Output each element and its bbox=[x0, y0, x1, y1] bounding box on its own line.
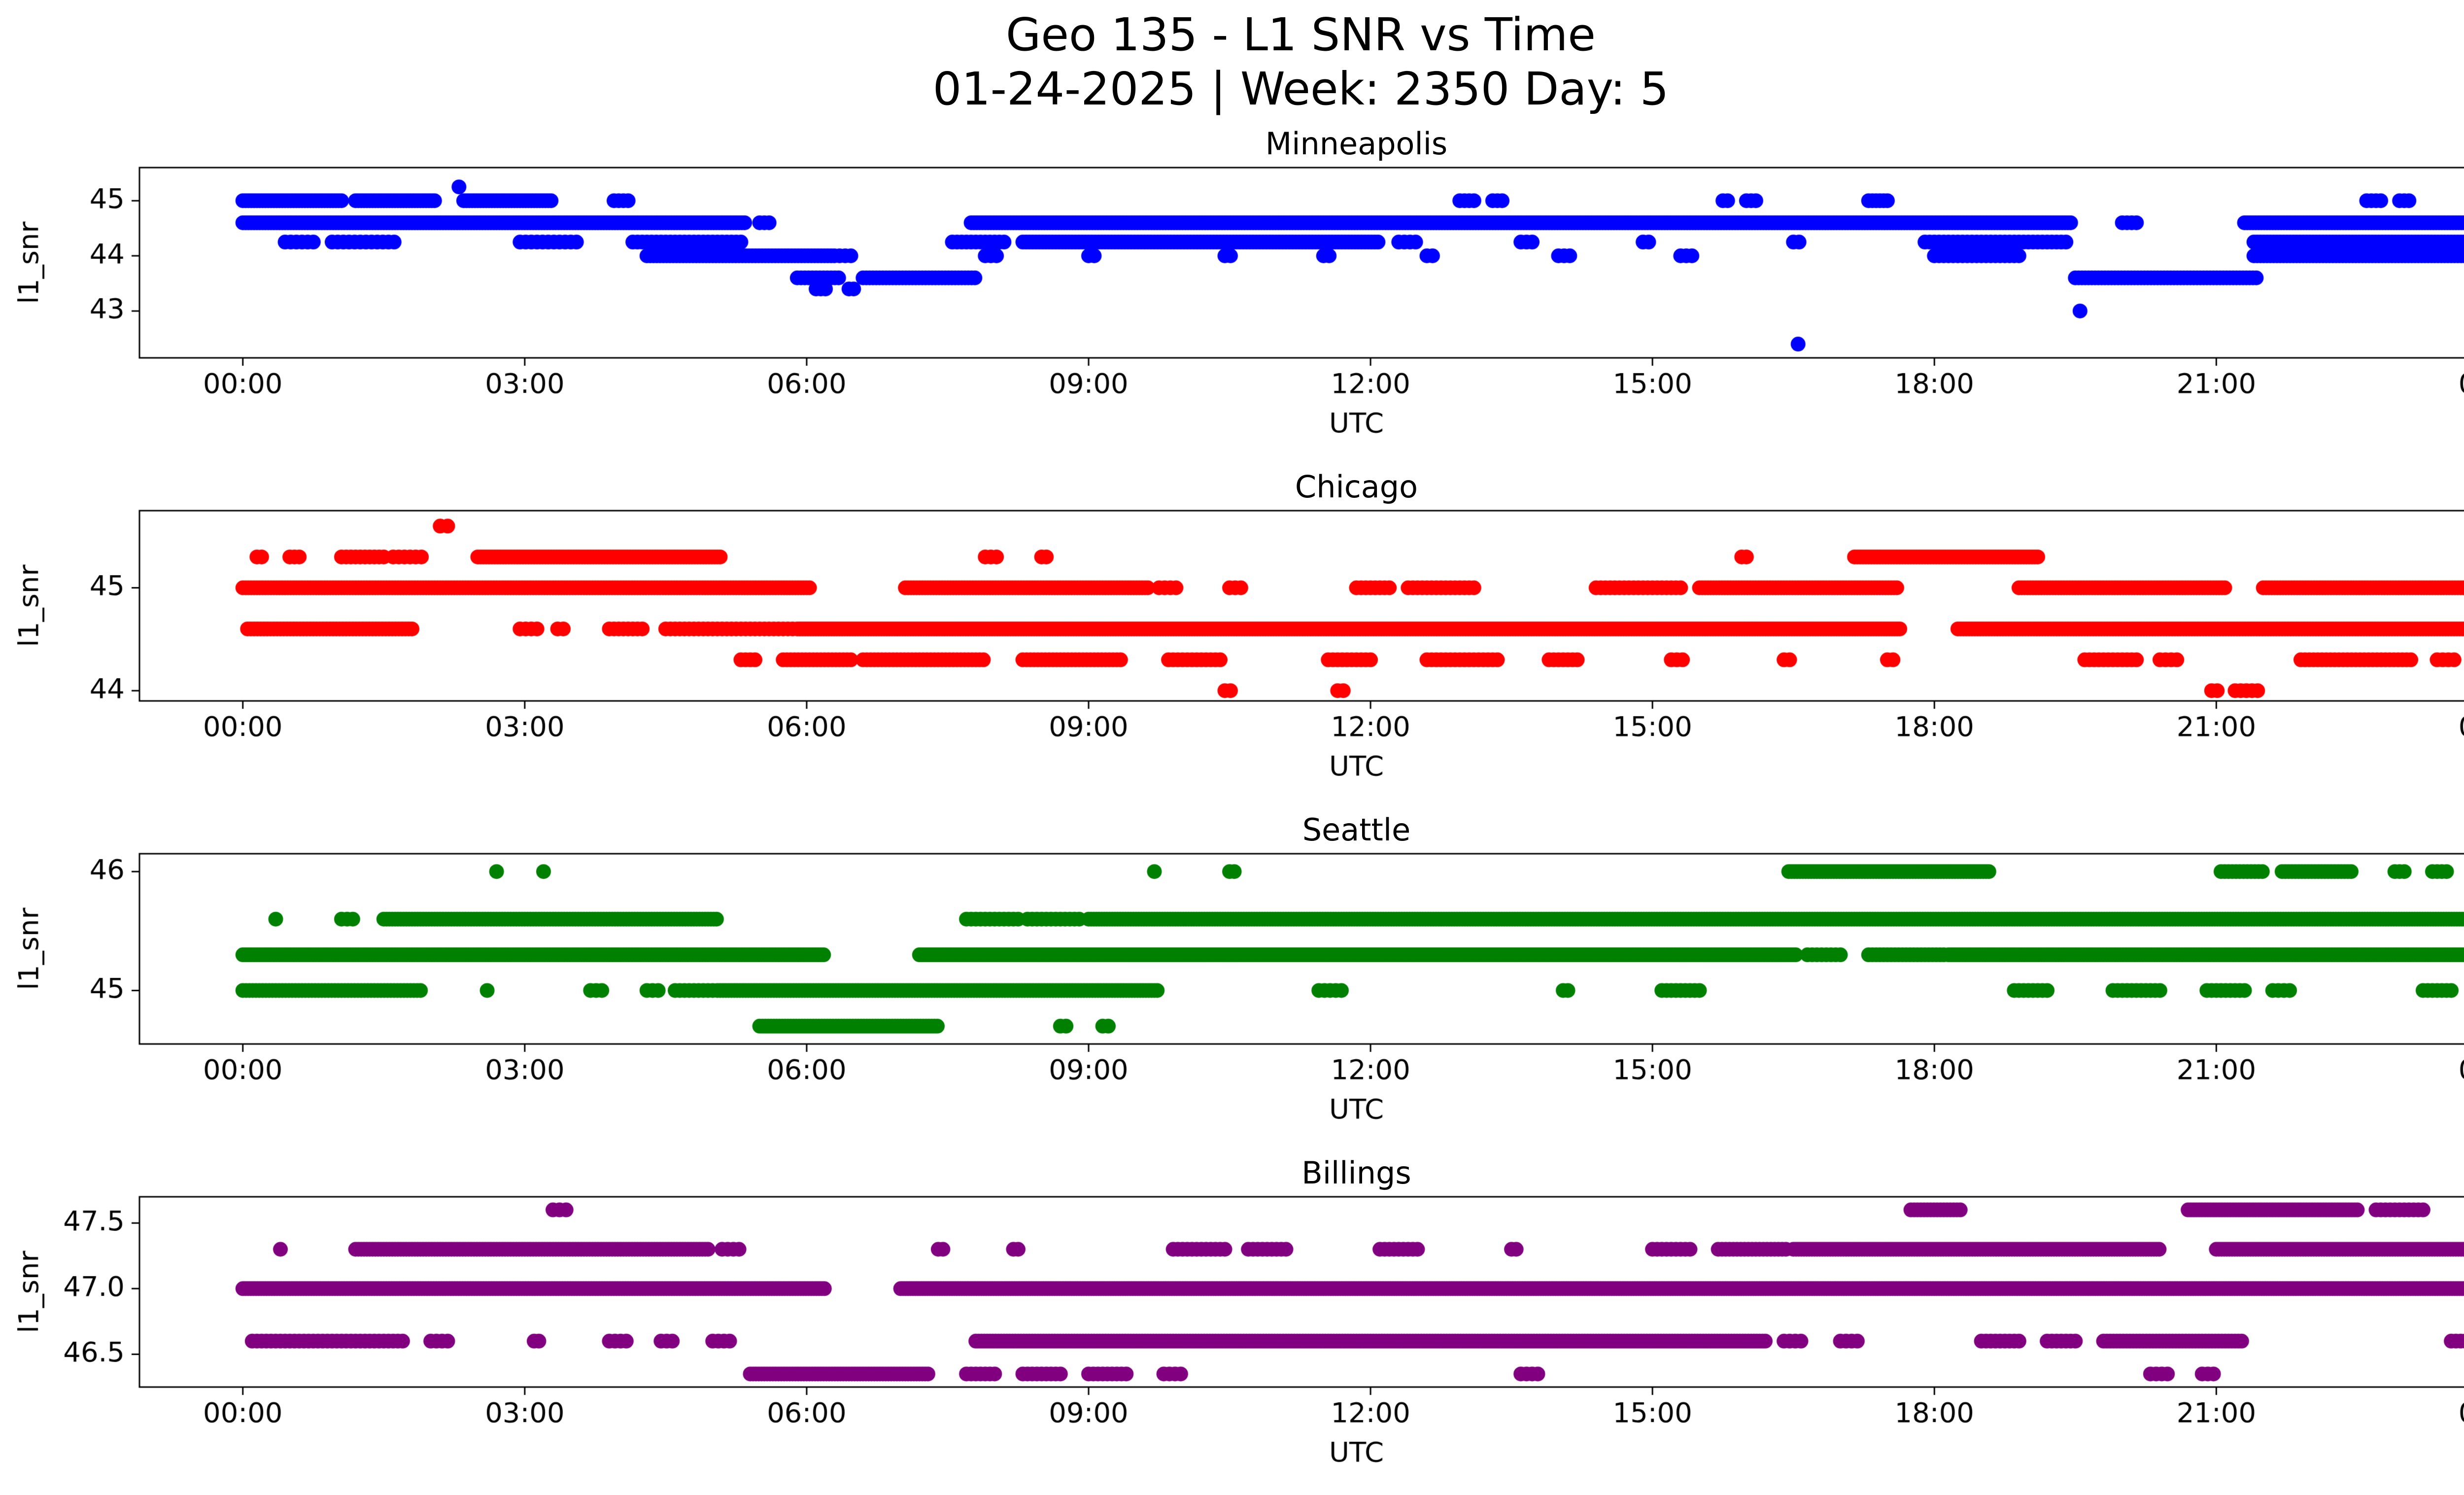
subplot-billings: Billings bbox=[0, 1152, 2464, 1470]
figure-title: Geo 135 - L1 SNR vs Time bbox=[1006, 8, 1596, 61]
billings-scatter-canvas bbox=[0, 1194, 2464, 1470]
subplot-seattle: Seattle bbox=[0, 809, 2464, 1127]
figure-header: Geo 135 - L1 SNR vs Time 01-24-2025 | We… bbox=[0, 0, 2464, 116]
chicago-scatter-canvas bbox=[0, 508, 2464, 784]
subplot-title-chicago: Chicago bbox=[1295, 469, 1418, 505]
figure-subtitle: 01-24-2025 | Week: 2350 Day: 5 bbox=[932, 63, 1669, 115]
subplot-title-billings: Billings bbox=[1301, 1155, 1411, 1191]
seattle-scatter-canvas bbox=[0, 851, 2464, 1127]
subplot-chicago: Chicago bbox=[0, 466, 2464, 784]
subplot-title-seattle: Seattle bbox=[1302, 812, 1411, 848]
subplot-minneapolis: Minneapolis bbox=[0, 123, 2464, 441]
minneapolis-scatter-canvas bbox=[0, 165, 2464, 441]
subplot-title-minneapolis: Minneapolis bbox=[1265, 126, 1448, 162]
